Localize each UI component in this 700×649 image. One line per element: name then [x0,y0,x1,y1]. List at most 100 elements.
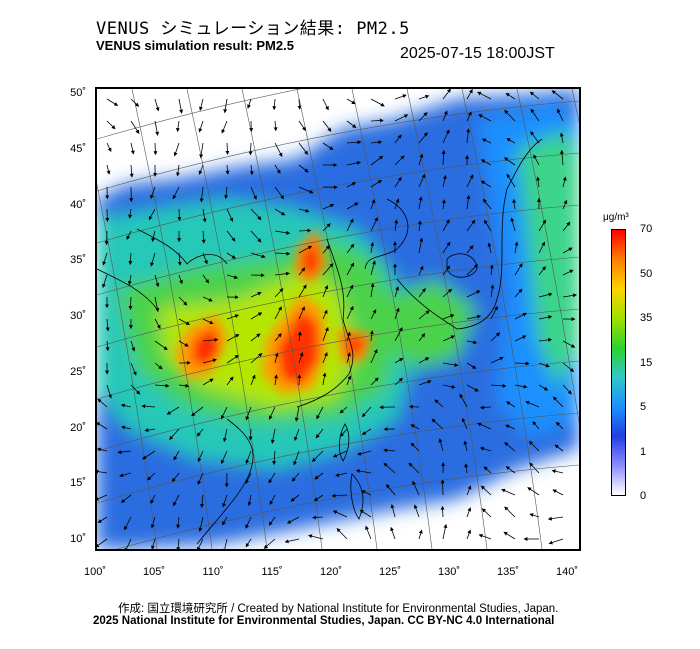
wind-arrow [501,488,516,496]
wind-arrow [554,444,564,452]
wind-arrow [178,383,190,388]
wind-arrow [466,340,478,345]
wind-arrow [199,142,204,159]
meridian-line [516,89,579,425]
wind-arrow [361,490,372,496]
wind-arrow [504,109,516,122]
wind-arrow [311,450,324,462]
wind-arrow [530,108,540,122]
wind-arrow [466,314,482,320]
wind-arrow [538,219,547,232]
colorbar-tick-label: 0 [640,490,647,502]
wind-arrow [442,314,455,320]
wind-arrow [335,472,348,477]
meridian-line [351,89,433,549]
wind-arrow [418,310,430,320]
wind-arrow [562,340,576,348]
wind-arrow [551,90,564,100]
wind-arrow [202,337,219,342]
wind-arrow [154,340,168,351]
wind-arrow [505,92,516,100]
wind-arrow [370,216,378,232]
wind-arrow [538,241,545,254]
wind-arrow [466,128,471,144]
wind-arrow [346,140,362,145]
wind-arrow [154,120,160,136]
wind-arrow [322,245,330,254]
title-english: VENUS simulation result: PM2.5 [96,38,294,53]
wind-arrow [202,378,214,386]
parallel-line [97,89,302,140]
wind-arrow [490,383,507,388]
wind-arrow [442,335,456,342]
wind-arrow [548,538,564,545]
wind-arrow [383,448,396,453]
wind-arrow [370,309,377,320]
wind-arrow [298,228,312,233]
wind-arrow [169,428,180,440]
wind-arrow [151,538,156,549]
wind-arrow [322,223,331,232]
wind-arrow [370,179,383,188]
wind-arrow [117,450,132,455]
wind-arrow [418,287,426,298]
wind-arrow [365,525,372,540]
wind-arrow [222,428,228,443]
wind-arrow [250,374,256,386]
wind-arrow [245,516,252,529]
wind-arrow [346,352,351,364]
wind-arrow [477,91,492,100]
wind-arrow [191,406,204,417]
wind-arrow [178,318,191,325]
wind-arrow [483,466,492,474]
wind-arrow [431,418,444,430]
wind-arrow [466,529,472,540]
wind-arrow [202,274,210,284]
latitude-tick-label: 35˚ [70,254,86,267]
wind-arrow [394,94,407,100]
wind-arrow [286,516,300,524]
wind-arrow [339,406,348,414]
wind-arrow [247,98,252,109]
wind-arrow [308,534,324,540]
wind-arrow [200,494,205,508]
wind-arrow [557,108,564,122]
wind-arrow [322,309,328,320]
wind-arrow [274,208,286,216]
wind-arrow [514,361,530,366]
pm25-map [95,87,581,551]
wind-arrow [418,380,432,386]
wind-arrow [361,428,372,435]
wind-arrow [130,362,137,376]
wind-arrow [173,450,180,461]
wind-arrow [418,112,428,122]
wind-arrow [176,538,181,549]
wind-arrow [538,384,549,391]
wind-arrow [268,472,276,484]
wind-arrow [506,138,516,144]
wind-arrow [201,230,206,244]
wind-arrow [274,186,285,200]
wind-arrow [466,485,472,496]
colorbar [611,229,626,496]
wind-arrow [171,472,180,483]
wind-arrow [487,242,492,254]
latitude-tick-label: 30˚ [70,310,86,322]
longitude-tick-label: 110˚ [202,566,224,578]
wind-arrow [442,129,450,144]
parallel-line [97,100,579,192]
colorbar-tick-label: 5 [640,401,647,413]
wind-arrow [481,138,492,144]
wind-arrow [529,462,540,474]
wind-arrow [529,91,540,100]
wind-arrow [222,538,228,549]
wind-arrow [562,362,575,373]
wind-arrow [250,252,266,259]
wind-arrow [226,208,234,222]
wind-arrow [394,176,402,188]
wind-arrow [178,296,188,306]
wind-arrow [245,450,252,465]
wind-arrow [144,428,156,433]
wind-arrow [270,428,276,444]
longitude-tick-label: 140˚ [555,566,579,578]
